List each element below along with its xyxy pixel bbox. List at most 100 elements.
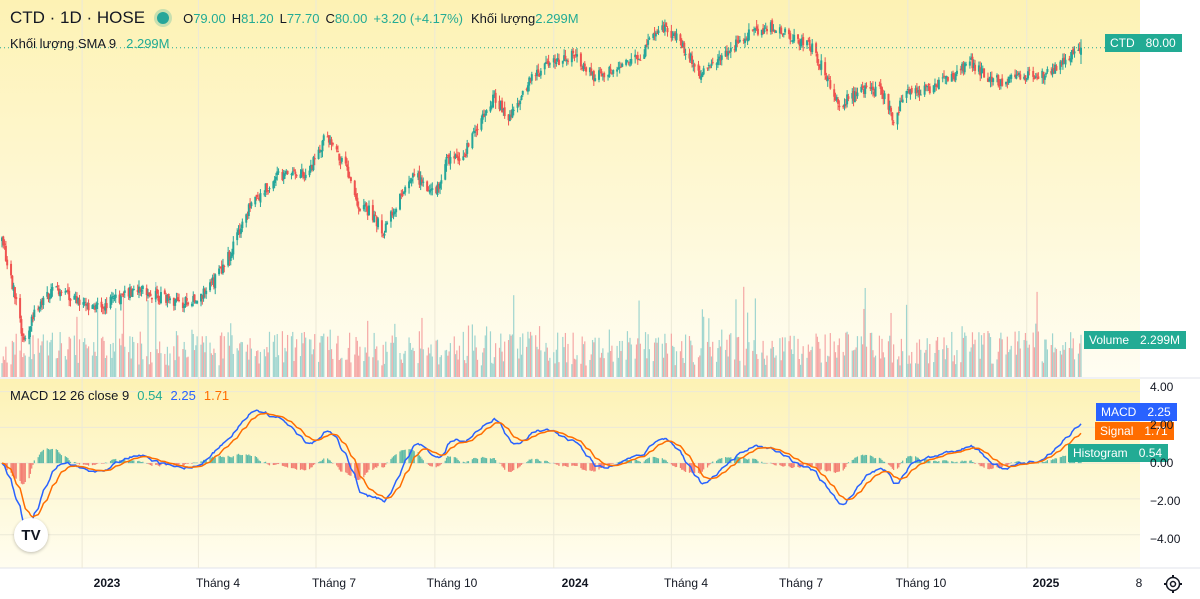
- volume-bar: [1050, 345, 1052, 377]
- volume-bar: [41, 341, 43, 377]
- candle-body: [172, 297, 175, 306]
- histogram-bar: [998, 463, 1001, 469]
- histogram-bar: [973, 462, 975, 464]
- candle-body: [440, 180, 443, 184]
- candle-body: [639, 59, 642, 61]
- volume-bar: [257, 350, 259, 377]
- histogram-bar: [727, 457, 729, 464]
- candle-body: [626, 60, 629, 62]
- histogram-bar: [591, 463, 594, 471]
- volume-bar: [920, 349, 922, 377]
- volume-bar: [690, 340, 692, 377]
- candle-body: [970, 57, 973, 60]
- volume-bar: [956, 350, 958, 377]
- market-status-icon: [157, 12, 170, 24]
- volume-bar: [753, 340, 755, 377]
- histogram-bar: [824, 463, 826, 471]
- candle-body: [318, 149, 321, 151]
- volume-bar: [305, 337, 307, 377]
- candle-body: [281, 172, 284, 180]
- candle-body: [94, 306, 97, 310]
- volume-bar: [518, 358, 520, 377]
- candle-body: [96, 303, 99, 305]
- histogram-bar: [891, 463, 893, 469]
- time-axis-label: 8: [1135, 576, 1143, 590]
- histogram-bar: [20, 463, 22, 484]
- volume-bar: [997, 351, 999, 377]
- volume-bar: [231, 335, 233, 377]
- histogram-bar: [942, 460, 944, 464]
- candle-body: [834, 96, 837, 101]
- candle-body: [688, 53, 691, 59]
- volume-bar: [684, 334, 687, 377]
- histogram-bar: [33, 460, 35, 464]
- volume-bar: [563, 347, 565, 377]
- candle-body: [636, 55, 639, 61]
- candle-body: [194, 301, 197, 303]
- candle-body: [148, 292, 151, 295]
- volume-bar: [412, 347, 414, 377]
- volume-bar: [155, 282, 157, 377]
- symbol-title[interactable]: CTD · 1D · HOSE: [10, 8, 146, 27]
- candle-body: [59, 291, 62, 297]
- volume-bar: [925, 349, 927, 377]
- histogram-bar: [779, 463, 781, 466]
- candle-body: [778, 27, 781, 34]
- histogram-bar: [245, 454, 247, 464]
- candle-body: [28, 330, 31, 339]
- volume-bar: [730, 333, 732, 377]
- histogram-bar: [391, 457, 393, 464]
- histogram-bar: [435, 463, 437, 468]
- candle-body: [395, 209, 398, 213]
- candle-body: [57, 288, 60, 295]
- histogram-bar: [847, 462, 850, 464]
- histogram-bar: [412, 450, 414, 464]
- candle-body: [481, 113, 484, 120]
- volume-bar: [263, 349, 265, 377]
- volume-bar: [936, 337, 939, 377]
- histogram-bar: [209, 458, 211, 464]
- histogram-bar: [694, 463, 696, 473]
- histogram-bar: [933, 460, 935, 464]
- histogram-bar: [239, 454, 241, 464]
- volume-bar: [336, 343, 338, 377]
- volume-bar: [736, 337, 738, 377]
- volume-bar: [426, 355, 428, 377]
- candle-body: [276, 171, 279, 176]
- candle-body: [809, 46, 812, 52]
- volume-bar: [174, 360, 176, 377]
- candle-body: [326, 136, 329, 138]
- tradingview-logo[interactable]: TV: [14, 518, 48, 552]
- volume-bar: [943, 337, 945, 377]
- candle-body: [247, 204, 250, 216]
- histogram-bar: [292, 463, 294, 469]
- candle-body: [365, 203, 368, 206]
- candle-body: [362, 205, 365, 210]
- volume-bar: [935, 340, 937, 377]
- candle-body: [856, 92, 859, 97]
- candle-body: [290, 173, 293, 175]
- histogram-bar: [485, 458, 488, 464]
- volume-bar: [548, 360, 550, 377]
- candle-body: [349, 177, 352, 182]
- volume-bar: [447, 355, 449, 377]
- high-label: H: [231, 10, 242, 26]
- histogram-bar: [670, 463, 672, 465]
- volume-sma-legend[interactable]: Khối lượng SMA 9 2.299M: [10, 36, 170, 51]
- settings-gear-icon[interactable]: [1163, 574, 1183, 594]
- candle-body: [820, 60, 823, 70]
- volume-bar: [890, 312, 892, 377]
- candle-body: [346, 164, 349, 167]
- macd-legend[interactable]: MACD 12 26 close 9 0.54 2.25 1.71: [10, 388, 229, 403]
- candle-body: [941, 77, 944, 79]
- candle-body: [826, 77, 829, 82]
- candle-body: [1045, 73, 1048, 75]
- histogram-bar: [327, 458, 329, 464]
- histogram-bar: [828, 463, 830, 471]
- candle-body: [647, 40, 650, 45]
- candle-body: [837, 99, 840, 104]
- volume-bar: [374, 348, 377, 377]
- volume-bar: [924, 352, 926, 377]
- candle-body: [366, 206, 369, 216]
